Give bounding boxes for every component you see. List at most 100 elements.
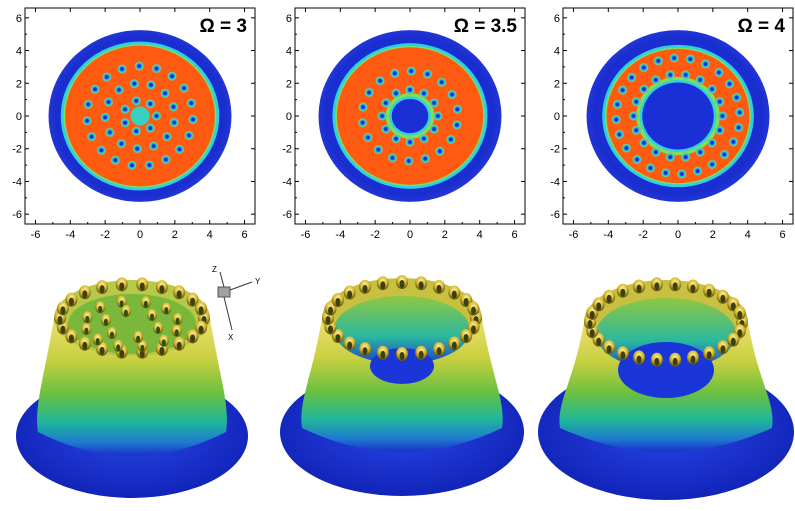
- vortex-core: [654, 78, 658, 82]
- triad-y-axis: [230, 282, 252, 290]
- vortex-dip-core: [707, 289, 712, 297]
- vortex-core: [710, 141, 714, 145]
- vortex-dip-core: [150, 313, 154, 320]
- vortex-core: [618, 133, 622, 137]
- y-tick-label: 2: [286, 78, 292, 90]
- vortex-dip-core: [419, 351, 424, 359]
- vortex-core: [107, 100, 111, 104]
- vortex-dip-core: [69, 334, 74, 342]
- y-tick-label: -6: [550, 209, 560, 221]
- vortex-dip-core: [156, 326, 160, 333]
- x-tick-label: 6: [511, 229, 517, 241]
- surface-plot: [538, 277, 794, 500]
- x-tick-label: -6: [301, 229, 311, 241]
- vortex-core: [634, 100, 638, 104]
- vortex-core: [108, 131, 112, 135]
- vortex-core: [408, 88, 412, 92]
- vortex-dip-core: [690, 356, 695, 364]
- vortex-dip-core: [140, 282, 145, 290]
- x-tick-label: 4: [207, 229, 213, 241]
- vortex-dip-core: [590, 329, 595, 337]
- vortex-core: [137, 64, 141, 68]
- vortex-core: [449, 138, 453, 142]
- vortex-core: [384, 127, 388, 131]
- vortex-dip-core: [720, 345, 725, 353]
- vortex-dip-core: [673, 282, 678, 290]
- x-tick-label: -4: [335, 229, 345, 241]
- vortex-dip-core: [690, 284, 695, 292]
- vortex-core: [426, 72, 430, 76]
- vortex-dip-core: [85, 316, 89, 323]
- bottom-row: ZYX: [16, 265, 794, 500]
- x-tick-label: -2: [100, 229, 110, 241]
- x-tick-label: 0: [675, 229, 681, 241]
- triad-z-axis: [220, 272, 224, 287]
- vortex-core: [737, 126, 741, 130]
- vortex-core: [738, 111, 742, 115]
- vortex-core: [163, 91, 167, 95]
- vortex-dip-core: [84, 328, 88, 335]
- vortex-core: [170, 74, 174, 78]
- vortex-dip-core: [596, 302, 601, 310]
- y-tick-label: 2: [554, 78, 560, 90]
- vortex-dip-core: [363, 285, 368, 293]
- vortex-dip-core: [400, 280, 405, 288]
- vortex-core: [728, 82, 732, 86]
- vortex-core: [422, 137, 426, 141]
- vortex-core: [100, 148, 104, 152]
- vortex-core: [393, 72, 397, 76]
- vortex-core: [407, 159, 411, 163]
- y-tick-label: 4: [16, 46, 22, 58]
- vortex-core: [384, 101, 388, 105]
- vortex-dip-core: [104, 319, 108, 326]
- x-tick-label: 6: [779, 229, 785, 241]
- vortex-dip-core: [176, 317, 180, 324]
- vortex-dip-core: [637, 284, 642, 292]
- surface-plot: [280, 275, 524, 496]
- vortex-core: [732, 140, 736, 144]
- vortex-dip-core: [328, 307, 333, 315]
- vortex-dip-core: [464, 298, 469, 306]
- y-tick-label: 0: [554, 111, 560, 123]
- vortex-core: [165, 135, 169, 139]
- y-tick-label: -6: [282, 209, 292, 221]
- vortex-core: [120, 142, 124, 146]
- x-tick-label: -6: [31, 229, 41, 241]
- vortex-core: [149, 83, 153, 87]
- y-tick-label: -2: [12, 144, 22, 156]
- vortex-dip-core: [471, 307, 476, 315]
- vortex-dip-core: [119, 282, 124, 290]
- vortex-core: [149, 126, 153, 130]
- vortex-dip-core: [199, 326, 204, 334]
- vortex-core: [625, 146, 629, 150]
- triad-x-label: X: [228, 333, 234, 342]
- vortex-core: [440, 80, 444, 84]
- vortex-dip-core: [620, 351, 625, 359]
- vortex-dip-core: [190, 298, 195, 306]
- vortex-core: [621, 88, 625, 92]
- vortex-core: [133, 82, 137, 86]
- vortex-core: [649, 166, 653, 170]
- vortex-core: [422, 92, 426, 96]
- vortex-core: [130, 164, 134, 168]
- vortex-dip-core: [177, 290, 182, 298]
- vortex-dip-core: [177, 342, 182, 350]
- vortex-core: [616, 103, 620, 107]
- vortex-dip-core: [437, 285, 442, 293]
- x-tick-label: 2: [172, 229, 178, 241]
- vortex-core: [155, 114, 159, 118]
- vortex-dip-core: [596, 338, 601, 346]
- vortex-core: [642, 141, 646, 145]
- vortex-core: [105, 75, 109, 79]
- y-tick-label: -4: [12, 176, 22, 188]
- vortex-core: [361, 105, 365, 109]
- y-tick-label: -2: [550, 144, 560, 156]
- vortex-core: [710, 163, 714, 167]
- vortex-dip-core: [452, 341, 457, 349]
- central-core: [130, 106, 149, 125]
- vortex-dip-core: [607, 345, 612, 353]
- vortex-core: [394, 137, 398, 141]
- vortex-core: [135, 147, 139, 151]
- vortex-core: [380, 114, 384, 118]
